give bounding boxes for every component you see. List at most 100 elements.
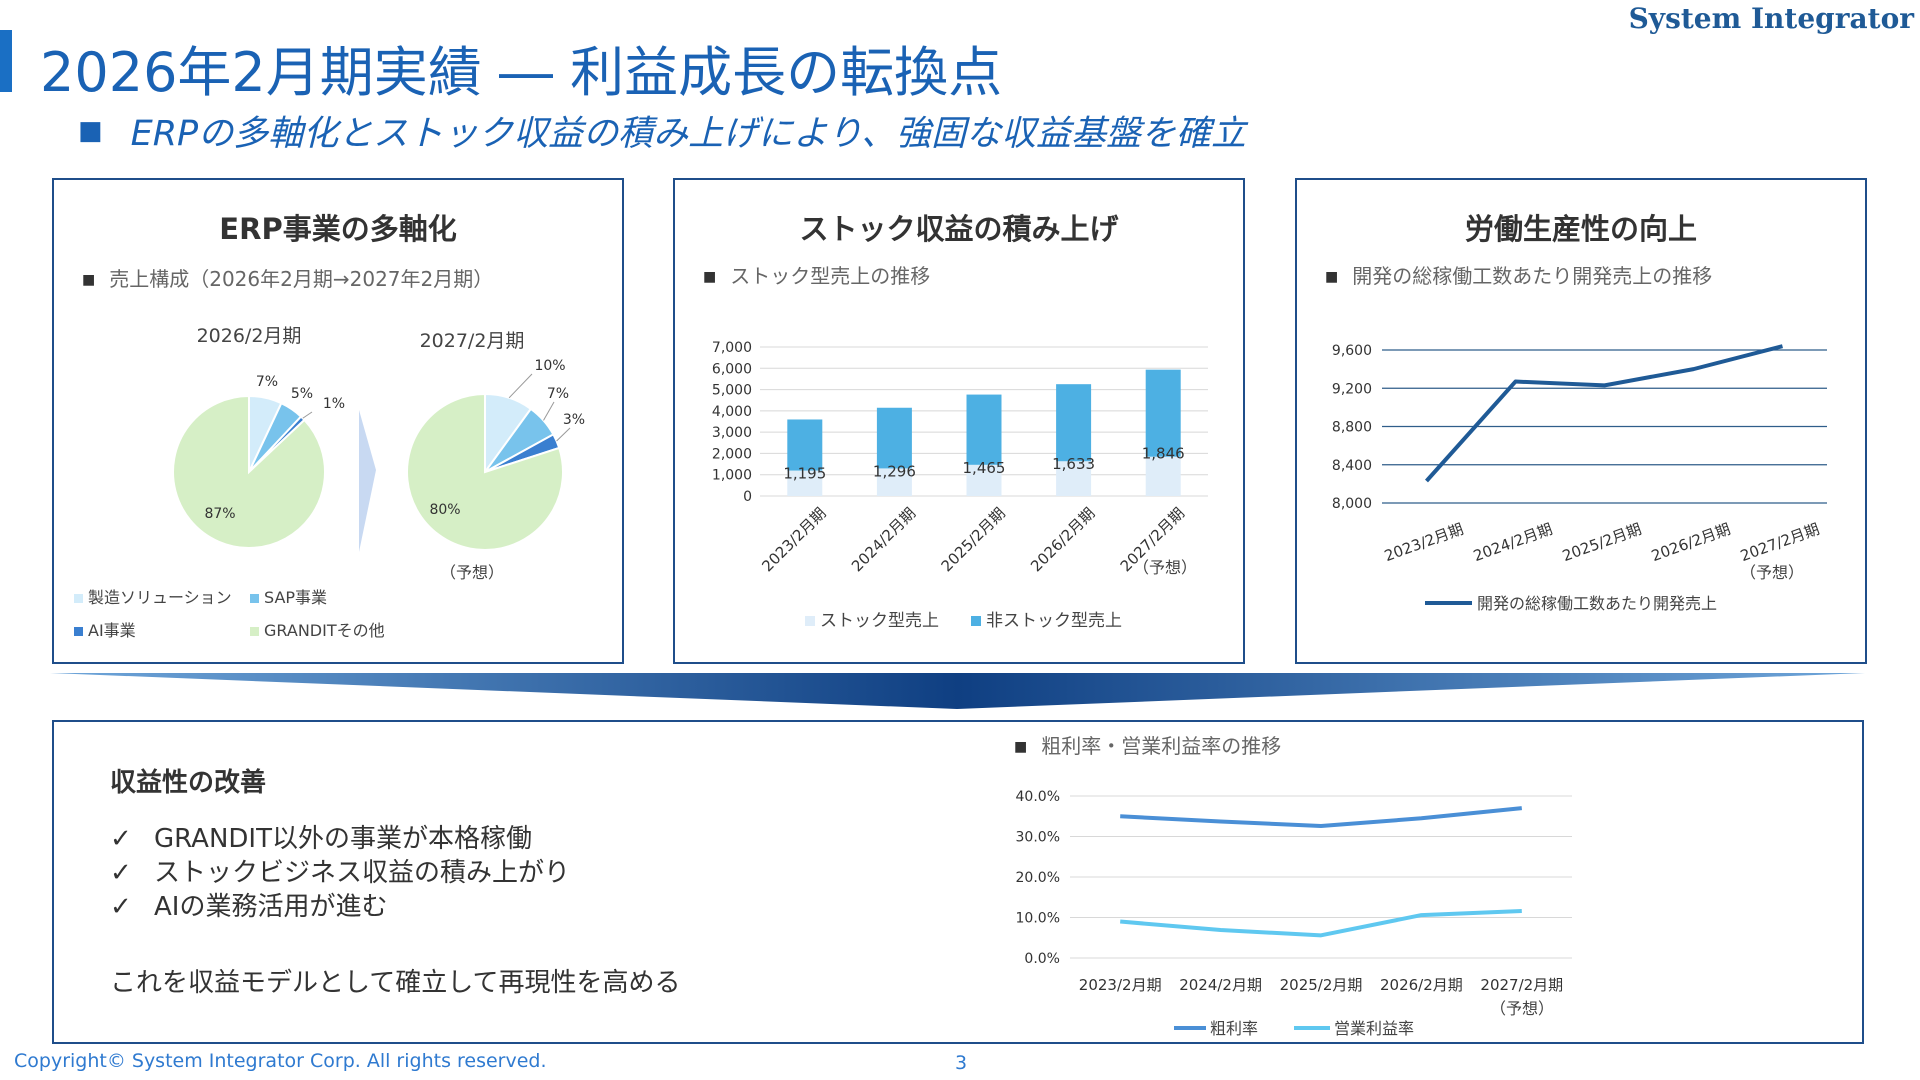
title-accent-bar xyxy=(0,30,12,92)
pie-value-label: 7% xyxy=(256,374,278,390)
pie-leader-line xyxy=(508,373,533,399)
erp-pie-charts: 2026/2月期 2027/2月期 （予想） 7% 5% 1% 87% 10% 7% 3% 80% 製… xyxy=(74,325,585,640)
x-tick-label: 2025/2月期 xyxy=(938,504,1009,575)
y-tick-label: 7,000 xyxy=(712,340,752,356)
bar-value-label: 1,195 xyxy=(783,465,826,483)
pie-value-label: 7% xyxy=(547,386,569,402)
legend-label: 開発の総稼働工数あたり開発売上 xyxy=(1477,594,1717,613)
pie-leader-line xyxy=(302,411,313,419)
profit-chart-subtitle-text: 粗利率・営業利益率の推移 xyxy=(1041,734,1282,758)
check-icon: ✓ xyxy=(110,892,132,922)
legend-swatch xyxy=(250,627,259,636)
checklist-text: ストックビジネス収益の積み上がり xyxy=(154,858,571,888)
pie-forecast-note: （予想） xyxy=(440,563,504,582)
x-tick-label: 2027/2月期 xyxy=(1480,976,1563,994)
checklist-text: GRANDIT以外の事業が本格稼働 xyxy=(154,824,532,854)
check-icon: ✓ xyxy=(110,824,132,854)
legend-label: SAP事業 xyxy=(264,588,327,607)
stock-bar-chart: 0 1,000 2,000 3,000 4,000 5,000 6,000 7,000 1,19… xyxy=(712,340,1208,631)
y-tick-label: 30.0% xyxy=(1016,830,1060,846)
y-tick-label: 5,000 xyxy=(712,383,752,399)
pie-leader-line xyxy=(543,401,555,421)
series-line xyxy=(1120,909,1522,938)
pie-value-label: 80% xyxy=(429,502,460,518)
legend-label: 粗利率 xyxy=(1210,1019,1258,1038)
x-tick-label: 2023/2月期 xyxy=(758,504,829,575)
x-tick-label: 2025/2月期 xyxy=(1560,520,1644,565)
page-number: 3 xyxy=(955,1052,968,1074)
pie-value-label: 87% xyxy=(204,506,235,522)
series-line xyxy=(1120,806,1523,828)
y-tick-label: 10.0% xyxy=(1016,911,1060,927)
transition-arrow-icon xyxy=(359,410,376,552)
y-tick-label: 9,200 xyxy=(1332,381,1372,397)
profit-panel: 収益性の改善 ✓ GRANDIT以外の事業が本格稼働 ✓ ストックビジネス収益の積み… xyxy=(52,720,1864,1044)
square-bullet-icon: ■ xyxy=(82,272,96,288)
checklist-item: ✓ AIの業務活用が進む xyxy=(110,890,570,924)
y-tick-label: 20.0% xyxy=(1016,870,1060,886)
erp-panel-subtitle: ■ 売上構成（2026年2月期→2027年2月期） xyxy=(82,263,493,292)
bar-stock xyxy=(966,464,1002,496)
y-tick-label: 8,800 xyxy=(1332,420,1372,436)
y-tick-label: 1,000 xyxy=(712,468,752,484)
x-tick-label: 2024/2月期 xyxy=(1471,520,1555,565)
pie-slice xyxy=(172,394,326,549)
legend-label: ストック型売上 xyxy=(820,611,939,631)
profit-chart-subtitle: ■ 粗利率・営業利益率の推移 xyxy=(1014,730,1281,759)
y-tick-label: 8,400 xyxy=(1332,458,1372,474)
square-bullet-icon: ■ xyxy=(1325,269,1339,285)
forecast-note: （予想） xyxy=(1133,558,1197,577)
legend-swatch xyxy=(74,627,83,636)
stock-subtitle-text: ストック型売上の推移 xyxy=(730,264,931,288)
stock-panel-subtitle: ■ ストック型売上の推移 xyxy=(703,260,930,289)
pie-slice xyxy=(406,392,564,551)
brand-logo: System Integrator xyxy=(1628,2,1914,35)
labor-subtitle-text: 開発の総稼働工数あたり開発売上の推移 xyxy=(1352,264,1713,288)
y-tick-label: 2,000 xyxy=(712,446,752,462)
x-tick-label: 2025/2月期 xyxy=(1280,976,1363,994)
bar-value-label: 1,846 xyxy=(1142,445,1185,463)
x-tick-label: 2024/2月期 xyxy=(848,504,919,575)
pie-title: 2026/2月期 xyxy=(197,325,302,347)
labor-line-chart: 8,000 8,400 8,800 9,200 9,600 2023/2月期 2024/2月… xyxy=(1332,343,1827,613)
bar-non-stock xyxy=(966,394,1002,465)
erp-panel: ERP事業の多軸化 ■ 売上構成（2026年2月期→2027年2月期） 2026/… xyxy=(52,178,624,664)
labor-panel-subtitle: ■ 開発の総稼働工数あたり開発売上の推移 xyxy=(1325,260,1712,289)
square-bullet-icon: ■ xyxy=(703,269,717,285)
profit-summary: これを収益モデルとして確立して再現性を高める xyxy=(110,968,681,998)
x-tick-label: 2023/2月期 xyxy=(1382,520,1466,565)
erp-panel-title: ERP事業の多軸化 xyxy=(219,212,457,246)
bar-non-stock xyxy=(876,407,912,469)
stock-panel-title: ストック収益の積み上げ xyxy=(799,212,1119,246)
pie-title: 2027/2月期 xyxy=(420,330,525,352)
legend-swatch xyxy=(74,594,83,603)
pie-value-label: 1% xyxy=(323,396,345,412)
pie-value-label: 5% xyxy=(291,386,313,402)
forecast-note: （予想） xyxy=(1490,999,1554,1018)
y-tick-label: 8,000 xyxy=(1332,496,1372,512)
checklist-text: AIの業務活用が進む xyxy=(154,892,388,922)
y-tick-label: 3,000 xyxy=(712,425,752,441)
legend-label: 製造ソリューション xyxy=(88,588,232,607)
x-tick-label: 2024/2月期 xyxy=(1179,976,1262,994)
legend-label: 非ストック型売上 xyxy=(986,611,1122,631)
x-tick-label: 2027/2月期 xyxy=(1738,520,1822,565)
y-tick-label: 0 xyxy=(743,489,752,505)
bar-value-label: 1,296 xyxy=(873,462,916,480)
bar-non-stock xyxy=(1056,384,1092,462)
page-title: 2026年2月期実績 ― 利益成長の転換点 xyxy=(40,41,1003,104)
labor-panel-title: 労働生産性の向上 xyxy=(1464,212,1697,246)
y-tick-label: 6,000 xyxy=(712,361,752,377)
legend-swatch xyxy=(805,616,815,626)
legend-swatch xyxy=(971,616,981,626)
margin-line-chart: 0.0% 10.0% 20.0% 30.0% 40.0% 2023/2月期 2024/2月期… xyxy=(1016,789,1572,1038)
page-subtitle-text: ERPの多軸化とストック収益の積み上げにより、強固な収益基盤を確立 xyxy=(130,114,1247,154)
x-tick-label: 2026/2月期 xyxy=(1649,520,1733,565)
bar-non-stock xyxy=(1145,369,1181,457)
y-tick-label: 40.0% xyxy=(1016,789,1060,805)
square-bullet-icon: ■ xyxy=(78,116,103,146)
checklist-item: ✓ GRANDIT以外の事業が本格稼働 xyxy=(110,822,570,856)
x-tick-label: 2026/2月期 xyxy=(1027,504,1098,575)
bar-stock xyxy=(1145,456,1181,496)
profit-section-title: 収益性の改善 xyxy=(110,768,267,798)
